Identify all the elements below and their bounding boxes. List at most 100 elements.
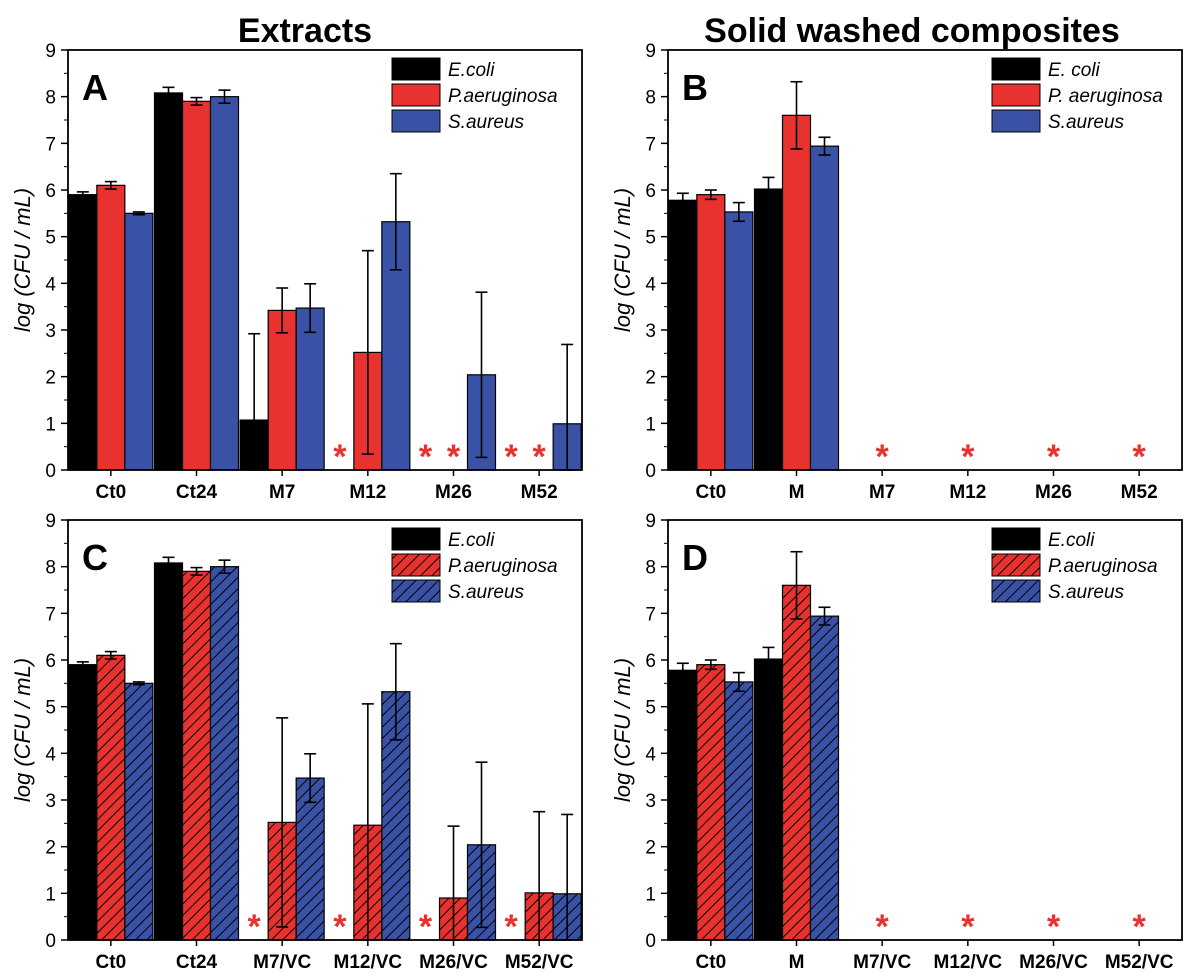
bar-p-aeruginosa-ct0 [696,194,726,471]
y-tick-label: 0 [45,461,56,482]
plot-frame [67,519,583,941]
y-axis-label: log (CFU / mL) [610,188,635,332]
y-tick-label: 9 [645,41,656,62]
y-tick-label: 2 [45,838,56,859]
significance-asterisk: * [533,438,547,476]
y-tick-label: 5 [645,698,656,719]
legend-swatch-s-aureus [391,109,441,133]
legend-label-p-aeruginosa: P.aeruginosa [1048,556,1158,577]
bar-p-aeruginosa-ct0 [96,184,126,471]
panel-label: B [682,67,708,108]
y-tick-label: 7 [645,604,656,625]
bar-p-aeruginosa-ct0 [96,654,126,941]
bar-s-aureus-ct0 [724,681,754,941]
bar-s-aureus-ct0 [124,682,154,941]
bar-s-aureus-ct0 [724,211,754,471]
legend-label-e-coli: E. coli [1048,60,1101,81]
legend-swatch-e-coli [391,57,441,81]
y-tick-label: 4 [45,274,56,295]
x-tick-label: Ct0 [96,482,127,503]
y-tick-label: 1 [645,884,656,905]
x-tick-label: Ct24 [176,952,218,973]
legend-label-e-coli: E.coli [448,60,495,81]
y-tick-label: 3 [645,791,656,812]
x-tick-label: M12/VC [334,952,403,973]
legend-swatch-s-aureus [991,109,1041,133]
significance-asterisk: * [1133,438,1147,476]
bar-e-coli-m [753,658,784,941]
x-tick-label: M26 [435,482,472,503]
x-tick-label: M52 [1121,482,1158,503]
x-tick-label: M52/VC [505,952,574,973]
plot-frame [667,49,1183,471]
y-tick-label: 4 [645,744,656,765]
y-tick-label: 0 [645,931,656,952]
panel-d: 0 1 2 3 4 5 6 7 8 9 Ct0 M M7/VC M12/VC M26/VC M52/VC * * *… [610,511,1183,973]
y-tick-label: 9 [645,511,656,532]
x-tick-label: M26/VC [419,952,488,973]
significance-asterisk: * [333,908,347,946]
bar-e-coli-m [753,188,784,471]
y-tick-label: 5 [45,698,56,719]
bar-s-aureus-m [809,145,840,471]
significance-asterisk: * [419,908,433,946]
panel-label: D [682,537,708,578]
legend-swatch-s-aureus [391,579,441,603]
significance-asterisk: * [1047,438,1061,476]
legend-label-e-coli: E.coli [448,530,495,551]
y-tick-label: 2 [45,368,56,389]
bar-p-aeruginosa-m [781,114,812,471]
x-tick-label: M7 [869,482,895,503]
legend-swatch-s-aureus [991,579,1041,603]
plot-frame [67,49,583,471]
x-tick-label: Ct24 [176,482,218,503]
legend-swatch-p-aeruginosa [391,553,441,577]
y-tick-label: 2 [645,368,656,389]
significance-asterisk: * [505,438,519,476]
y-tick-label: 5 [645,228,656,249]
y-tick-label: 0 [45,931,56,952]
significance-asterisk: * [447,438,461,476]
significance-asterisk: * [333,438,347,476]
x-tick-label: Ct0 [696,952,727,973]
legend-label-p-aeruginosa: P.aeruginosa [448,556,558,577]
legend-swatch-p-aeruginosa [391,83,441,107]
significance-asterisk: * [1133,908,1147,946]
x-tick-label: M52 [521,482,558,503]
bar-s-aureus-ct24 [209,566,240,941]
legend-label-p-aeruginosa: P.aeruginosa [448,86,558,107]
y-tick-label: 1 [45,414,56,435]
bar-e-coli-ct0 [68,664,98,941]
bar-e-coli-ct24 [153,92,184,471]
legend-label-s-aureus: S.aureus [1048,582,1125,603]
bar-s-aureus-ct24 [209,96,240,471]
y-tick-label: 1 [645,414,656,435]
bar-p-aeruginosa-ct24 [181,570,212,941]
y-tick-label: 3 [45,321,56,342]
x-tick-label: M12/VC [934,952,1003,973]
x-tick-label: M26 [1035,482,1072,503]
x-tick-label: Ct0 [696,482,727,503]
y-tick-label: 9 [45,511,56,532]
x-tick-label: M52/VC [1105,952,1174,973]
y-tick-label: 1 [45,884,56,905]
y-tick-label: 6 [645,651,656,672]
bar-p-aeruginosa-m [781,584,812,941]
significance-asterisk: * [505,908,519,946]
x-tick-label: M7/VC [253,952,311,973]
significance-asterisk: * [419,438,433,476]
y-tick-label: 2 [645,838,656,859]
y-tick-label: 7 [45,134,56,155]
bar-s-aureus-ct0 [124,212,154,471]
x-tick-label: M7/VC [853,952,911,973]
significance-asterisk: * [248,908,262,946]
x-tick-label: M12 [349,482,386,503]
y-tick-label: 7 [645,134,656,155]
panel-c: 0 1 2 3 4 5 6 7 8 9 Ct0 Ct24 M7/VC M12/VC M26/VC M52/VC… [10,511,583,973]
legend-label-s-aureus: S.aureus [448,582,525,603]
legend-swatch-p-aeruginosa [991,83,1041,107]
significance-asterisk: * [961,908,975,946]
